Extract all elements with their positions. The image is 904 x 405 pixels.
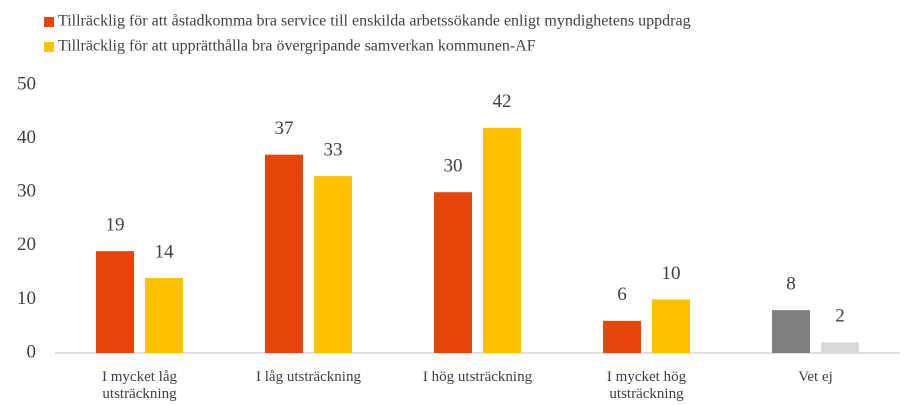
legend-swatch bbox=[44, 42, 54, 52]
bar bbox=[434, 192, 472, 353]
y-tick-label: 20 bbox=[17, 234, 36, 255]
y-tick-label: 50 bbox=[17, 73, 36, 94]
y-tick-label: 10 bbox=[17, 288, 36, 309]
x-tick-label: I låg utsträckning bbox=[256, 369, 361, 385]
data-label: 37 bbox=[275, 118, 294, 139]
legend-swatch bbox=[44, 17, 54, 27]
bar bbox=[96, 251, 134, 353]
bar bbox=[652, 299, 690, 353]
x-tick-label: I mycket hög utsträckning bbox=[606, 369, 687, 402]
data-label: 42 bbox=[493, 91, 512, 112]
y-tick-label: 30 bbox=[17, 181, 36, 202]
y-tick-label: 0 bbox=[27, 341, 37, 362]
bar bbox=[314, 176, 352, 353]
data-label: 2 bbox=[835, 306, 845, 327]
data-label: 14 bbox=[155, 241, 175, 262]
data-label: 6 bbox=[617, 284, 627, 305]
x-tick-label: Vet ej bbox=[798, 369, 833, 385]
legend-label: Tillräcklig för att upprätthålla bra öve… bbox=[58, 38, 536, 55]
legend-label: Tillräcklig för att åstadkomma bra servi… bbox=[58, 13, 691, 30]
bar bbox=[483, 127, 521, 353]
data-label: 33 bbox=[324, 139, 343, 160]
data-label: 30 bbox=[444, 156, 463, 177]
x-tick-label: I hög utsträckning bbox=[422, 369, 533, 385]
bar bbox=[145, 277, 183, 353]
bar bbox=[821, 342, 859, 353]
x-tick-label: I mycket låg utsträckning bbox=[102, 369, 177, 402]
bar bbox=[772, 310, 810, 353]
y-tick-label: 40 bbox=[17, 127, 36, 148]
bar bbox=[603, 320, 641, 353]
data-label: 19 bbox=[106, 215, 125, 236]
data-label: 10 bbox=[662, 263, 681, 284]
bar bbox=[265, 154, 303, 353]
data-label: 8 bbox=[786, 273, 796, 294]
